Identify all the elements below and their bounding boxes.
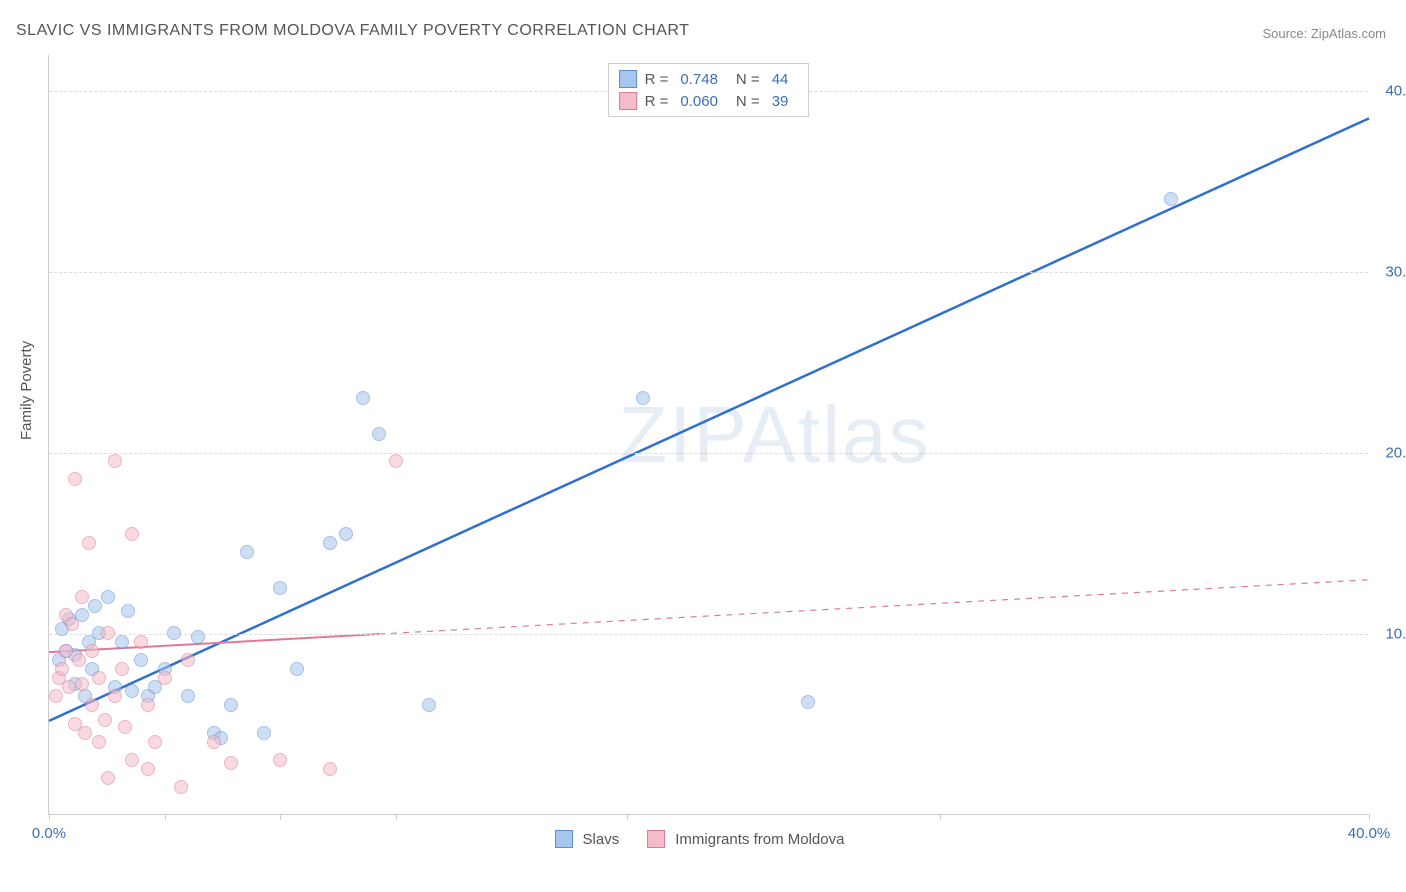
scatter-point	[224, 756, 238, 770]
x-tick-mark	[49, 814, 50, 820]
scatter-point	[85, 698, 99, 712]
scatter-point	[141, 762, 155, 776]
scatter-point	[75, 590, 89, 604]
trendline-solid	[49, 118, 1369, 721]
scatter-point	[108, 454, 122, 468]
legend-n-label: N =	[736, 71, 760, 88]
x-tick-mark	[940, 814, 941, 820]
legend-r-label: R =	[645, 93, 669, 110]
chart-title: SLAVIC VS IMMIGRANTS FROM MOLDOVA FAMILY…	[16, 22, 689, 40]
x-tick-label: 0.0%	[32, 825, 66, 842]
legend-r-value: 0.748	[680, 71, 718, 88]
scatter-point	[323, 762, 337, 776]
x-tick-mark	[396, 814, 397, 820]
scatter-point	[191, 630, 205, 644]
scatter-point	[92, 671, 106, 685]
legend-swatch	[647, 830, 665, 848]
legend-correlation-row: R = 0.748 N = 44	[619, 68, 799, 90]
legend-n-value: 39	[772, 93, 789, 110]
y-tick-label: 10.0%	[1385, 626, 1406, 643]
source-attribution: Source: ZipAtlas.com	[1262, 26, 1386, 41]
scatter-point	[101, 590, 115, 604]
scatter-point	[1164, 192, 1178, 206]
scatter-point	[174, 780, 188, 794]
scatter-point	[422, 698, 436, 712]
trendlines-layer	[49, 55, 1368, 814]
legend-correlation-row: R = 0.060 N = 39	[619, 90, 799, 112]
scatter-point	[148, 735, 162, 749]
scatter-point	[273, 753, 287, 767]
scatter-point	[68, 472, 82, 486]
trendline-dashed	[379, 580, 1369, 634]
scatter-point	[240, 545, 254, 559]
scatter-point	[636, 391, 650, 405]
legend-r-label: R =	[645, 71, 669, 88]
scatter-point	[115, 635, 129, 649]
scatter-point	[181, 689, 195, 703]
scatter-point	[72, 653, 86, 667]
legend-series-label: Slavs	[583, 831, 620, 848]
scatter-point	[108, 689, 122, 703]
scatter-point	[85, 644, 99, 658]
x-tick-mark	[280, 814, 281, 820]
legend-swatch	[619, 70, 637, 88]
y-tick-label: 20.0%	[1385, 445, 1406, 462]
scatter-point	[290, 662, 304, 676]
x-tick-label: 40.0%	[1348, 825, 1391, 842]
gridline-horizontal	[49, 272, 1368, 273]
scatter-point	[323, 536, 337, 550]
scatter-point	[115, 662, 129, 676]
scatter-point	[339, 527, 353, 541]
gridline-horizontal	[49, 634, 1368, 635]
scatter-point	[389, 454, 403, 468]
legend-r-value: 0.060	[680, 93, 718, 110]
scatter-point	[158, 671, 172, 685]
scatter-point	[141, 698, 155, 712]
y-tick-label: 30.0%	[1385, 264, 1406, 281]
legend-n-label: N =	[736, 93, 760, 110]
scatter-point	[75, 677, 89, 691]
scatter-point	[62, 680, 76, 694]
scatter-point	[125, 527, 139, 541]
scatter-point	[92, 735, 106, 749]
y-tick-label: 40.0%	[1385, 83, 1406, 100]
scatter-point	[49, 689, 63, 703]
scatter-point	[134, 635, 148, 649]
legend-swatch	[619, 92, 637, 110]
scatter-point	[98, 713, 112, 727]
scatter-point	[372, 427, 386, 441]
scatter-point	[59, 644, 73, 658]
x-tick-mark	[165, 814, 166, 820]
scatter-point	[801, 695, 815, 709]
scatter-point	[207, 735, 221, 749]
scatter-point	[257, 726, 271, 740]
y-axis-label: Family Poverty	[18, 341, 35, 440]
legend-series: Slavs Immigrants from Moldova	[555, 830, 863, 848]
scatter-point	[125, 753, 139, 767]
legend-n-value: 44	[772, 71, 789, 88]
plot-area: ZIPAtlas R =0.748N =44R =0.060N =39 Slav…	[48, 55, 1368, 815]
scatter-point	[101, 771, 115, 785]
scatter-point	[118, 720, 132, 734]
x-tick-mark	[1369, 814, 1370, 820]
scatter-point	[356, 391, 370, 405]
gridline-horizontal	[49, 453, 1368, 454]
scatter-point	[167, 626, 181, 640]
scatter-point	[121, 604, 135, 618]
scatter-point	[78, 726, 92, 740]
scatter-point	[65, 617, 79, 631]
scatter-point	[134, 653, 148, 667]
scatter-point	[55, 662, 69, 676]
scatter-point	[88, 599, 102, 613]
legend-swatch	[555, 830, 573, 848]
scatter-point	[82, 536, 96, 550]
x-tick-mark	[627, 814, 628, 820]
scatter-point	[101, 626, 115, 640]
scatter-point	[224, 698, 238, 712]
scatter-point	[273, 581, 287, 595]
legend-series-label: Immigrants from Moldova	[675, 831, 844, 848]
scatter-point	[125, 684, 139, 698]
legend-correlation: R = 0.748 N = 44 R = 0.060 N = 39	[608, 63, 810, 117]
scatter-point	[181, 653, 195, 667]
